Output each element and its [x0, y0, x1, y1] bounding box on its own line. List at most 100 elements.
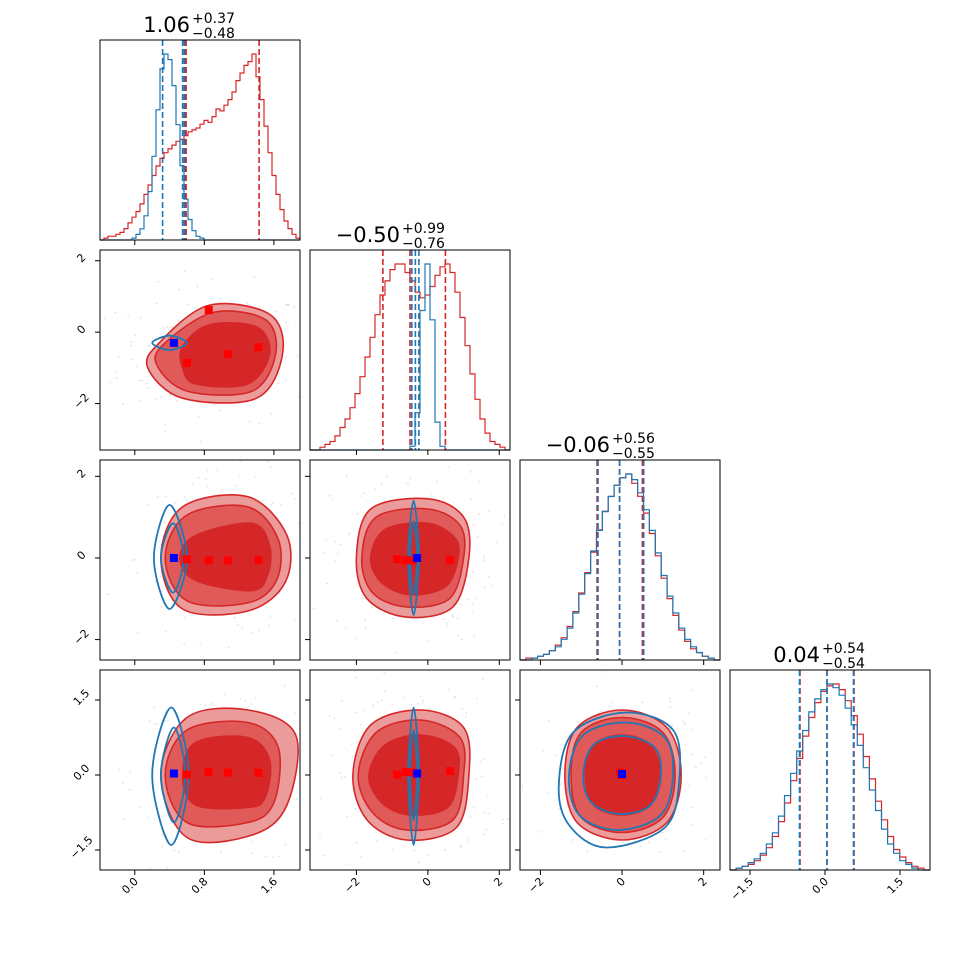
blue-contour-line: [151, 334, 188, 351]
scatter-point: [454, 696, 456, 698]
red-contour-line: [179, 322, 271, 388]
scatter-point: [287, 324, 289, 327]
scatter-point: [153, 818, 156, 820]
red-contour-line: [357, 719, 466, 832]
scatter-point: [334, 559, 337, 562]
scatter-point: [561, 767, 564, 770]
scatter-point: [442, 497, 444, 500]
scatter-point: [460, 604, 463, 607]
scatter-point: [285, 379, 287, 381]
scatter-point: [147, 387, 149, 390]
scatter-point: [647, 841, 650, 844]
scatter-point: [284, 356, 287, 358]
scatter-point: [691, 728, 694, 731]
scatter-point: [267, 460, 270, 463]
scatter-point: [127, 314, 129, 316]
scatter-point: [360, 723, 363, 726]
scatter-point: [476, 697, 478, 700]
scatter-point: [347, 533, 350, 536]
scatter-point: [271, 502, 274, 505]
scatter-point: [391, 704, 393, 706]
scatter-point: [364, 619, 366, 621]
scatter-point: [421, 701, 424, 704]
scatter-point: [560, 783, 562, 785]
scatter-point: [604, 671, 607, 673]
scatter-point: [183, 643, 186, 645]
scatter-point: [250, 632, 253, 634]
scatter-point: [483, 559, 485, 561]
scatter-point: [688, 785, 691, 787]
scatter-point: [196, 285, 199, 288]
scatter-point: [293, 798, 295, 800]
histograms-layer: [100, 40, 930, 871]
red-contour-line: [355, 497, 471, 619]
scatter-point: [388, 877, 390, 879]
scatter-point: [269, 616, 272, 619]
scatter-point: [138, 806, 141, 808]
scatter-point: [344, 627, 347, 630]
scatter-point: [355, 906, 357, 908]
scatter-point: [296, 547, 298, 549]
scatter-point: [160, 605, 163, 608]
scatter-point: [302, 514, 304, 516]
scatter-point: [177, 319, 180, 322]
scatter-point: [611, 840, 614, 843]
red-marker: [393, 555, 402, 564]
scatter-point: [331, 754, 334, 757]
scatter-point: [164, 720, 167, 722]
scatter-point: [168, 393, 171, 396]
scatter-point: [270, 504, 272, 506]
red-contour-line: [360, 507, 466, 609]
scatter-point: [301, 550, 303, 552]
scatter-point: [376, 701, 379, 704]
scatter-point: [313, 773, 315, 775]
scatter-point: [704, 756, 707, 759]
scatter-point: [704, 839, 707, 841]
scatter-point: [700, 762, 703, 765]
scatter-point: [223, 693, 226, 696]
red-contour-line: [368, 734, 461, 816]
red-marker: [446, 767, 454, 775]
scatter-point: [306, 361, 308, 363]
scatter-point: [148, 720, 151, 722]
scatter-point: [221, 489, 223, 492]
y-tick-label: 2: [74, 251, 88, 265]
scatter-point: [253, 276, 256, 279]
scatter-point: [362, 597, 364, 599]
scatter-point: [315, 326, 317, 328]
scatter-point: [691, 823, 693, 826]
scatter-point: [265, 606, 268, 608]
scatter-point: [250, 703, 253, 705]
scatter-point: [279, 503, 282, 506]
y-tick-label: 0: [74, 323, 88, 337]
scatter-point: [514, 772, 516, 774]
scatter-point: [173, 502, 176, 505]
red-marker: [204, 556, 213, 565]
scatter-point: [171, 326, 174, 329]
red-histogram: [100, 53, 301, 241]
scatter-point: [669, 706, 671, 708]
scatter-point: [472, 806, 475, 808]
scatter-point: [355, 637, 357, 640]
red-marker: [401, 556, 410, 565]
scatter-point: [447, 688, 450, 691]
scatter-point: [148, 345, 151, 347]
scatter-point: [430, 493, 433, 495]
scatter-point: [683, 743, 686, 746]
x-tick-label: 0: [614, 875, 628, 889]
scatter-point: [471, 611, 474, 614]
scatter-point: [268, 624, 270, 627]
blue-contour-line: [407, 706, 420, 846]
scatter-point: [290, 492, 293, 495]
scatter-point: [471, 603, 474, 606]
scatter-point: [311, 820, 313, 822]
scatter-point: [293, 305, 296, 308]
scatter-point: [337, 552, 339, 555]
scatter-point: [249, 404, 251, 407]
scatter-point: [202, 957, 204, 959]
scatter-point: [219, 297, 222, 300]
scatter-point: [393, 921, 395, 923]
scatter-point: [186, 499, 188, 502]
scatter-point: [161, 833, 163, 836]
scatter-point: [577, 721, 580, 724]
